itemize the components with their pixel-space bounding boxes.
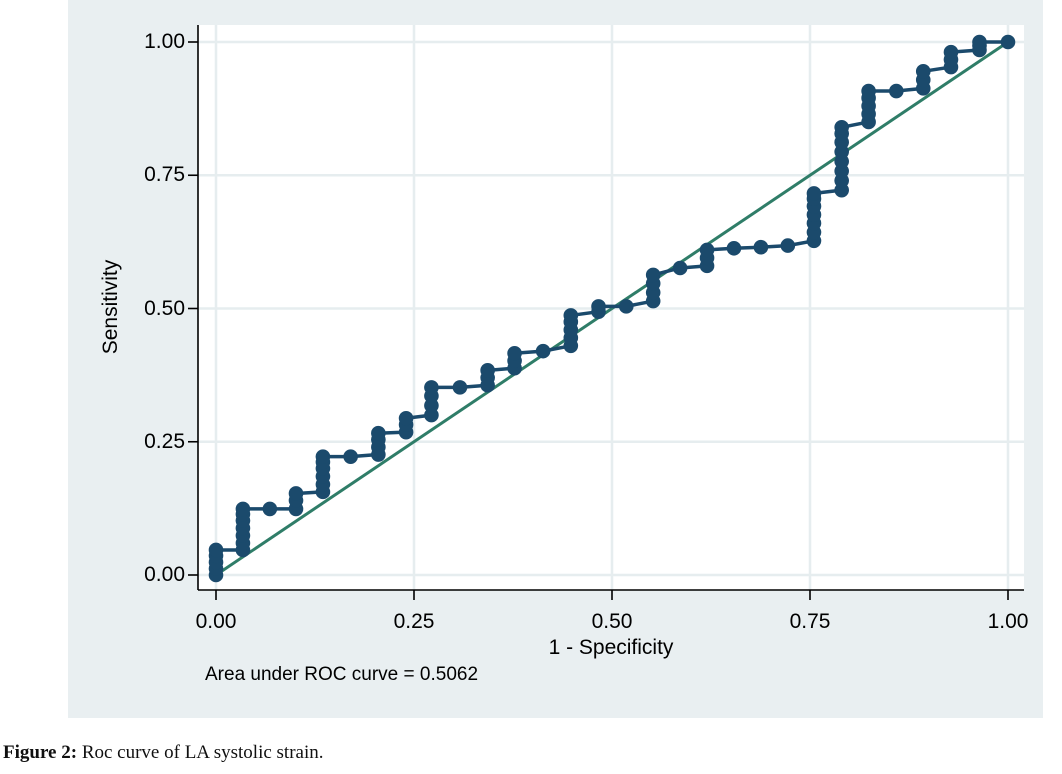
- figure-caption-text: Roc curve of LA systolic strain.: [77, 742, 324, 763]
- roc-point: [806, 186, 822, 201]
- roc-point: [1000, 34, 1016, 50]
- roc-point: [672, 260, 688, 276]
- roc-point: [591, 299, 606, 314]
- x-tick-label: 0.00: [195, 610, 237, 633]
- roc-point: [889, 83, 904, 99]
- roc-point: [972, 34, 987, 50]
- roc-point: [699, 242, 715, 258]
- roc-point: [208, 542, 224, 558]
- roc-point: [915, 64, 931, 79]
- y-axis-title: Sensitivity: [99, 259, 122, 355]
- x-tick-label: 0.75: [789, 610, 831, 633]
- roc-point: [315, 449, 331, 464]
- y-tick-label: 0.75: [144, 163, 185, 187]
- figure-caption-number: Figure 2:: [3, 742, 78, 763]
- roc-point: [480, 363, 495, 378]
- roc-point: [563, 308, 579, 323]
- x-tick-label: 0.50: [591, 610, 633, 633]
- roc-point: [288, 486, 304, 501]
- x-tick-label: 1.00: [987, 610, 1029, 633]
- y-tick-label: 0.50: [144, 296, 185, 320]
- roc-point: [726, 240, 742, 256]
- reference-diagonal-line: [215, 40, 1009, 577]
- roc-point: [645, 267, 661, 283]
- roc-point: [235, 501, 251, 517]
- roc-point: [780, 238, 796, 253]
- figure-caption: Figure 2: Roc curve of LA systolic strai…: [3, 742, 324, 764]
- roc-point: [371, 425, 386, 441]
- roc-point: [398, 410, 414, 426]
- roc-point: [861, 83, 876, 99]
- roc-point: [452, 380, 468, 395]
- roc-point: [343, 449, 358, 464]
- roc-point: [834, 119, 849, 135]
- roc-point: [943, 44, 959, 60]
- roc-point: [753, 239, 769, 255]
- auc-annotation: Area under ROC curve = 0.5062: [205, 664, 479, 685]
- x-axis-title: 1 - Specificity: [548, 636, 674, 659]
- y-tick-label: 0.25: [144, 429, 185, 453]
- roc-point: [424, 380, 439, 395]
- y-tick-label: 0.00: [144, 563, 185, 586]
- roc-point: [262, 501, 278, 517]
- roc-point: [535, 343, 551, 359]
- y-tick-label: 1.00: [144, 30, 185, 53]
- roc-point: [618, 299, 634, 314]
- x-tick-label: 0.25: [393, 610, 435, 633]
- roc-point: [507, 345, 522, 361]
